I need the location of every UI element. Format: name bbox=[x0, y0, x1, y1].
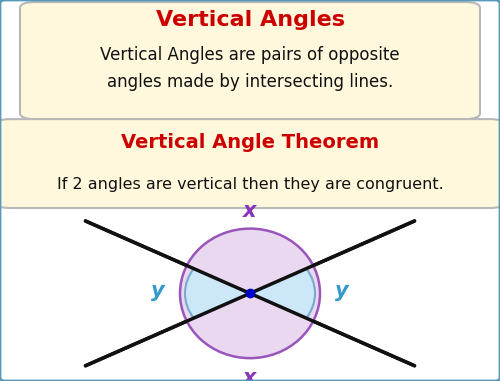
FancyBboxPatch shape bbox=[0, 119, 500, 208]
Wedge shape bbox=[250, 269, 315, 318]
Text: y: y bbox=[152, 282, 165, 301]
Ellipse shape bbox=[180, 229, 320, 358]
Text: Vertical Angle Theorem: Vertical Angle Theorem bbox=[121, 133, 379, 152]
Text: x: x bbox=[243, 368, 257, 381]
Text: x: x bbox=[243, 201, 257, 221]
Text: Vertical Angles are pairs of opposite
angles made by intersecting lines.: Vertical Angles are pairs of opposite an… bbox=[100, 46, 400, 91]
Text: y: y bbox=[335, 282, 348, 301]
Text: If 2 angles are vertical then they are congruent.: If 2 angles are vertical then they are c… bbox=[56, 177, 444, 192]
Wedge shape bbox=[185, 269, 250, 318]
FancyBboxPatch shape bbox=[20, 2, 480, 119]
Text: Vertical Angles: Vertical Angles bbox=[156, 10, 344, 30]
